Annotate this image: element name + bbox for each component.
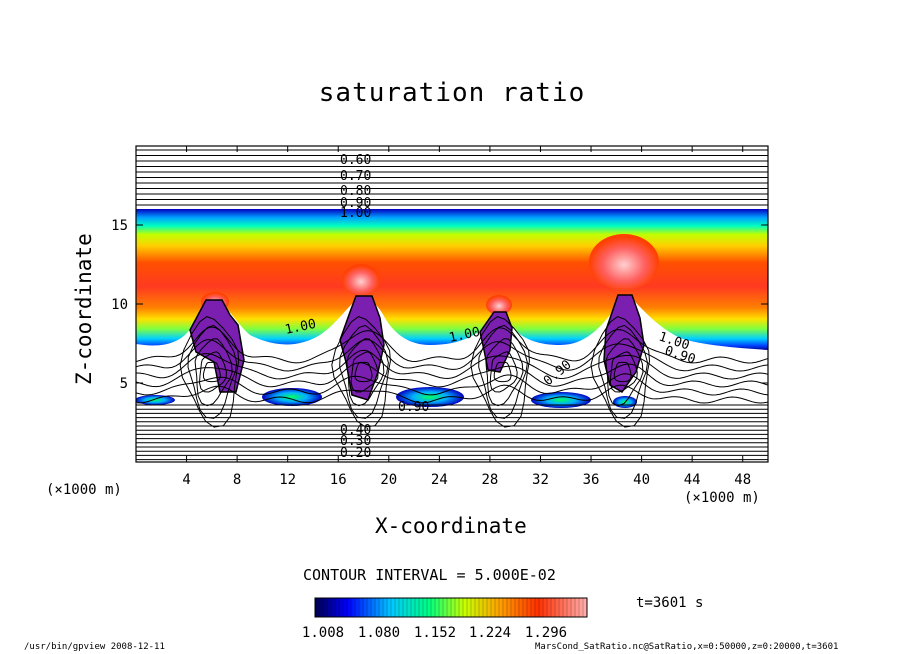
footer-program-date: /usr/bin/gpview 2008-12-11 <box>24 642 165 652</box>
contour-label: 1.00 <box>284 317 318 338</box>
contour-line <box>339 324 389 419</box>
tower-cap <box>589 234 659 290</box>
contour-label: 0.40 <box>340 423 371 438</box>
x-tick-label: 4 <box>182 472 190 488</box>
contour-line <box>598 324 649 419</box>
tower-cap <box>342 264 380 296</box>
contour-line <box>136 338 768 372</box>
contour-label: 0.30 <box>340 434 371 449</box>
contour-line <box>198 351 227 393</box>
contour-label: 0.90 <box>663 344 697 368</box>
contour-line <box>136 362 768 388</box>
time-label: t=3601 s <box>636 595 704 611</box>
colorbar-tick-label: 1.224 <box>469 625 511 641</box>
contour-line <box>485 338 524 407</box>
y-tick-label: 5 <box>120 376 128 392</box>
contour-label: 0.90 <box>340 196 371 211</box>
contour-lines <box>136 149 768 461</box>
x-unit-left: (×1000 m) <box>46 482 122 498</box>
plot-area <box>136 149 768 461</box>
contour-label: 0.70 <box>340 169 371 184</box>
colorbar-tick-label: 1.152 <box>414 625 456 641</box>
x-tick-label: 28 <box>481 472 498 488</box>
contour-label: 0.20 <box>340 446 371 461</box>
colorbar-tick-label: 1.296 <box>525 625 567 641</box>
contour-line <box>179 316 240 428</box>
x-tick-label: 32 <box>532 472 549 488</box>
contour-line <box>194 338 233 407</box>
contour-line <box>354 361 373 383</box>
x-axis-label: X-coordinate <box>375 514 527 538</box>
colorbar-stripes <box>314 598 588 617</box>
contour-line <box>331 316 391 428</box>
contour-line <box>136 326 768 364</box>
lower-lens <box>396 387 464 407</box>
x-tick-label: 24 <box>431 472 448 488</box>
contour-line <box>493 361 512 383</box>
contour-line <box>489 351 518 393</box>
tower-cap <box>486 295 512 315</box>
x-tick-label: 20 <box>380 472 397 488</box>
contour-label: 0.80 <box>340 184 371 199</box>
contour-line <box>136 373 768 396</box>
contour-line <box>202 361 221 383</box>
x-tick-label: 40 <box>633 472 650 488</box>
y-axis: 5 10 15 <box>111 218 768 392</box>
y-tick-label: 10 <box>111 297 128 313</box>
contour-line <box>136 349 768 380</box>
x-unit-right: (×1000 m) <box>684 490 760 506</box>
contour-line <box>609 351 638 393</box>
footer-file-info: MarsCond_SatRatio.nc@SatRatio,x=0:50000,… <box>535 642 839 652</box>
contour-label: 0.60 <box>340 153 371 168</box>
contour-line <box>605 338 644 407</box>
contour-label: 1.00 <box>340 206 371 221</box>
contour-line <box>136 384 768 404</box>
colorbar-ticks: 1.008 1.080 1.152 1.224 1.296 <box>302 625 567 641</box>
lower-lens <box>531 392 591 408</box>
x-tick-label: 48 <box>734 472 751 488</box>
x-tick-label: 8 <box>233 472 241 488</box>
colorbar-tick-label: 1.008 <box>302 625 344 641</box>
x-tick-label: 16 <box>330 472 347 488</box>
x-tick-label: 36 <box>583 472 600 488</box>
contour-line <box>590 316 651 428</box>
x-tick-label: 44 <box>684 472 701 488</box>
x-axis: 4 8 12 16 20 24 28 32 36 40 44 48 <box>182 146 751 488</box>
chart-title: saturation ratio <box>318 78 586 108</box>
contour-label: 0.90 <box>398 400 429 415</box>
y-tick-label: 15 <box>111 218 128 234</box>
contour-line <box>478 324 528 419</box>
colorbar <box>314 597 588 618</box>
contour-label: 0.90 <box>541 357 575 389</box>
x-tick-label: 12 <box>279 472 296 488</box>
lower-lens <box>136 395 175 405</box>
contour-interval-label: CONTOUR INTERVAL = 5.000E-02 <box>303 566 556 584</box>
contour-line <box>470 316 530 428</box>
y-axis-label: Z-coordinate <box>72 233 96 385</box>
lower-lens <box>262 388 322 406</box>
contour-label: 1.00 <box>448 325 482 346</box>
contour-line <box>350 351 379 393</box>
contour-line <box>187 324 238 419</box>
colorbar-tick-label: 1.080 <box>358 625 400 641</box>
contour-line <box>613 361 632 383</box>
contour-line <box>346 338 385 407</box>
